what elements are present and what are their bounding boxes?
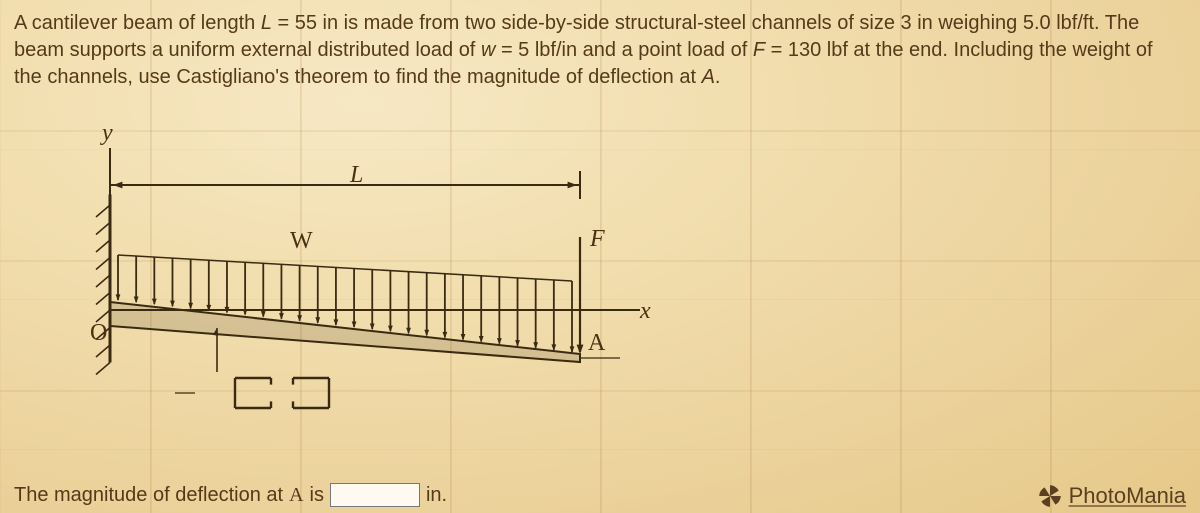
label-y: y: [102, 120, 113, 147]
text: .: [715, 66, 721, 88]
label-F: F: [590, 226, 605, 253]
deflection-input[interactable]: [330, 483, 420, 507]
text: = 5 lbf/in and a point load of: [495, 39, 752, 61]
answer-A: A: [289, 484, 303, 507]
var-w: w: [481, 39, 495, 61]
label-L: L: [350, 162, 363, 189]
photomania-watermark: PhotoMania: [1037, 483, 1186, 509]
var-A: A: [702, 66, 715, 88]
text: A cantilever beam of length: [14, 12, 261, 34]
watermark-text: PhotoMania: [1069, 483, 1186, 509]
answer-unit: in.: [426, 484, 447, 507]
answer-is: is: [310, 484, 324, 507]
var-L: L: [261, 12, 272, 34]
label-W: W: [290, 228, 313, 255]
label-O: O: [90, 320, 107, 347]
beam-diagram: y L W F x A O: [80, 120, 680, 420]
var-F: F: [753, 39, 765, 61]
answer-line: The magnitude of deflection at A is in.: [14, 483, 447, 507]
problem-statement: A cantilever beam of length L = 55 in is…: [14, 10, 1184, 91]
content-area: A cantilever beam of length L = 55 in is…: [0, 0, 1200, 513]
label-A: A: [588, 330, 605, 357]
pinwheel-icon: [1037, 483, 1063, 509]
beam-svg: [80, 120, 680, 420]
answer-prefix: The magnitude of deflection at: [14, 484, 283, 507]
label-x: x: [640, 298, 651, 325]
